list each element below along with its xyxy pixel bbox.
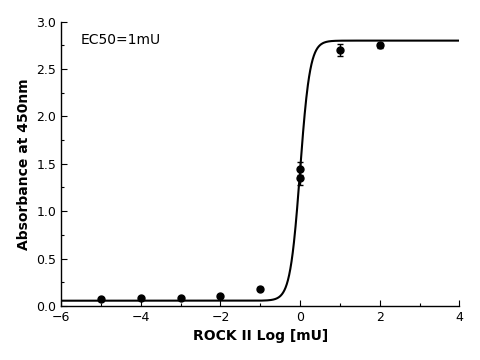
X-axis label: ROCK II Log [mU]: ROCK II Log [mU]	[192, 329, 328, 343]
Text: EC50=1mU: EC50=1mU	[81, 33, 161, 47]
Y-axis label: Absorbance at 450nm: Absorbance at 450nm	[17, 78, 31, 249]
